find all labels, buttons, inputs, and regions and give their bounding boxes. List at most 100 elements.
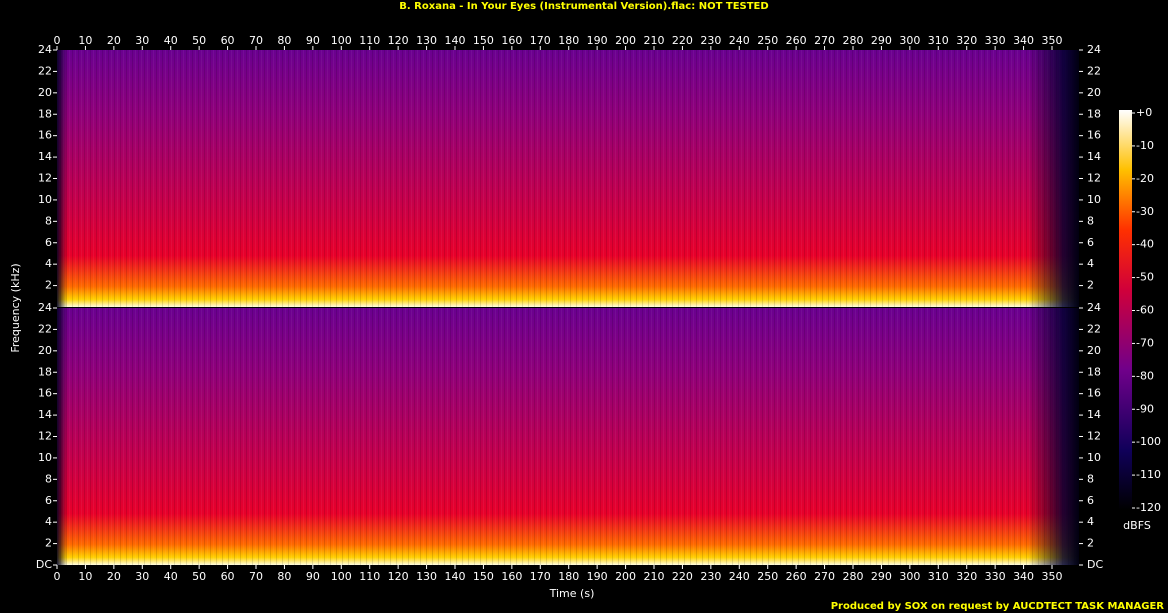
x-tick-label: 260 [786, 570, 807, 583]
x-tick-label: 290 [871, 570, 892, 583]
colorbar-label: dBFS [1123, 519, 1151, 532]
y-tick-label: 14 [38, 408, 52, 421]
colorbar-tick-label: -10 [1136, 139, 1154, 152]
x-tick-label: 340 [1013, 570, 1034, 583]
x-tick-label: 300 [899, 570, 920, 583]
x-tick-label: 320 [956, 570, 977, 583]
x-tick-label-top: 140 [444, 34, 465, 47]
colorbar-tick-label: -110 [1136, 468, 1161, 481]
x-tick-label-top: 100 [331, 34, 352, 47]
x-tick-label-top: 150 [473, 34, 494, 47]
y-tick-label-right: 14 [1087, 408, 1101, 421]
colorbar [1119, 110, 1132, 510]
x-tick-label-top: 0 [54, 34, 61, 47]
y-tick-label-right: 4 [1087, 257, 1094, 270]
x-tick-label: 200 [615, 570, 636, 583]
x-tick-label: 130 [416, 570, 437, 583]
y-axis-label: Frequency (kHz) [9, 263, 22, 352]
y-tick-label-right: 18 [1087, 365, 1101, 378]
x-tick-label: 30 [135, 570, 149, 583]
x-tick-label-top: 40 [164, 34, 178, 47]
x-tick-label-top: 70 [249, 34, 263, 47]
spectrogram-top [57, 50, 1079, 307]
y-tick-label: 6 [45, 494, 52, 507]
x-tick-label: 280 [842, 570, 863, 583]
x-tick-label-top: 90 [306, 34, 320, 47]
x-tick-label: 150 [473, 570, 494, 583]
y-tick-label: 12 [38, 172, 52, 185]
x-tick-label-top: 30 [135, 34, 149, 47]
x-tick-label-top: 230 [700, 34, 721, 47]
y-tick-label: 10 [38, 193, 52, 206]
x-tick-label-top: 190 [587, 34, 608, 47]
x-tick-label: 210 [643, 570, 664, 583]
y-tick-label-right: 16 [1087, 129, 1101, 142]
y-tick-label: 8 [45, 472, 52, 485]
y-tick-label: 16 [38, 129, 52, 142]
x-tick-label: 350 [1041, 570, 1062, 583]
x-tick-label-top: 220 [672, 34, 693, 47]
x-tick-label: 230 [700, 570, 721, 583]
x-tick-label-top: 260 [786, 34, 807, 47]
y-tick-label: 24 [38, 43, 52, 56]
y-tick-label: 14 [38, 150, 52, 163]
x-tick-label-top: 310 [928, 34, 949, 47]
colorbar-tick-label: -70 [1136, 336, 1154, 349]
x-tick-label: 90 [306, 570, 320, 583]
x-tick-label: 310 [928, 570, 949, 583]
colorbar-tick-label: -40 [1136, 238, 1154, 251]
y-tick-label-right: 20 [1087, 344, 1101, 357]
x-tick-label: 20 [107, 570, 121, 583]
x-tick-label: 170 [530, 570, 551, 583]
x-tick-label-top: 80 [277, 34, 291, 47]
x-tick-label: 70 [249, 570, 263, 583]
x-tick-label-top: 270 [814, 34, 835, 47]
x-tick-label-top: 130 [416, 34, 437, 47]
x-tick-label-top: 170 [530, 34, 551, 47]
x-tick-label: 140 [444, 570, 465, 583]
credit: Produced by SOX on request by AUCDTECT T… [831, 601, 1165, 612]
y-tick-label-right: 2 [1087, 537, 1094, 550]
x-tick-label: 160 [501, 570, 522, 583]
y-tick-label-right: 12 [1087, 172, 1101, 185]
x-tick-label-top: 250 [757, 34, 778, 47]
x-tick-label-top: 300 [899, 34, 920, 47]
x-tick-label-top: 10 [78, 34, 92, 47]
y-tick-label-right: 18 [1087, 107, 1101, 120]
colorbar-tick-label: -80 [1136, 369, 1154, 382]
y-tick-label: 22 [38, 64, 52, 77]
y-tick-label-right: 6 [1087, 494, 1094, 507]
x-tick-label: 10 [78, 570, 92, 583]
y-tick-label-right: 12 [1087, 430, 1101, 443]
x-tick-label: 110 [359, 570, 380, 583]
colorbar-tick-label: +0 [1136, 106, 1152, 119]
y-tick-label-right: DC [1087, 558, 1103, 571]
y-tick-label: 8 [45, 214, 52, 227]
x-tick-label: 80 [277, 570, 291, 583]
x-tick-label: 190 [587, 570, 608, 583]
x-tick-label-top: 210 [643, 34, 664, 47]
y-tick-label-right: 8 [1087, 214, 1094, 227]
x-tick-label-top: 320 [956, 34, 977, 47]
y-tick-label: 4 [45, 257, 52, 270]
y-tick-label: 2 [45, 537, 52, 550]
y-tick-label-right: 24 [1087, 301, 1101, 314]
x-tick-label-top: 160 [501, 34, 522, 47]
y-tick-label-right: 20 [1087, 86, 1101, 99]
x-tick-label-top: 120 [388, 34, 409, 47]
y-tick-label-right: 8 [1087, 472, 1094, 485]
x-tick-label-top: 60 [221, 34, 235, 47]
x-tick-label: 40 [164, 570, 178, 583]
y-tick-label: DC [36, 558, 52, 571]
x-tick-label: 50 [192, 570, 206, 583]
x-tick-label-top: 330 [985, 34, 1006, 47]
x-axis-label: Time (s) [549, 587, 595, 600]
spectrogram-bottom [57, 308, 1079, 565]
x-tick-label-top: 240 [729, 34, 750, 47]
colorbar-tick-label: -20 [1136, 172, 1154, 185]
x-tick-label: 120 [388, 570, 409, 583]
y-tick-label-right: 4 [1087, 515, 1094, 528]
x-tick-label: 270 [814, 570, 835, 583]
y-tick-label: 6 [45, 236, 52, 249]
x-tick-label: 60 [221, 570, 235, 583]
